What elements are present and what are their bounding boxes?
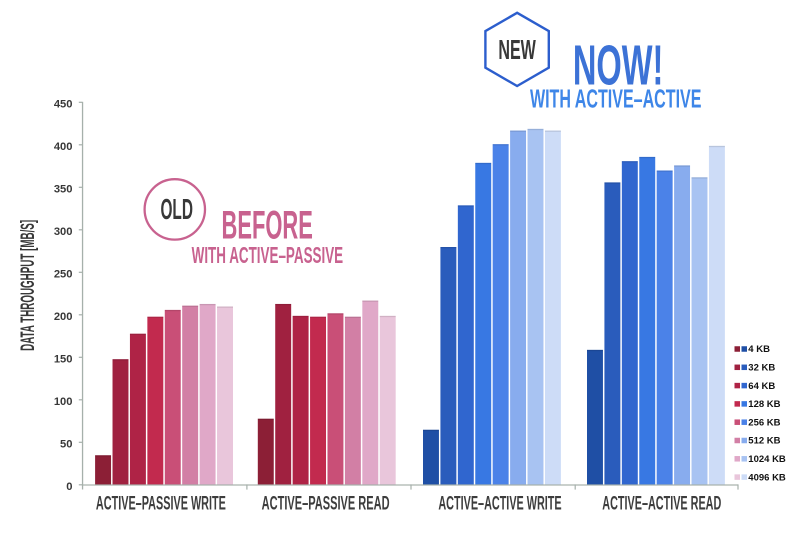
svg-text:1024 KB: 1024 KB	[748, 454, 786, 465]
svg-text:450: 450	[54, 98, 73, 110]
svg-text:400: 400	[54, 141, 73, 153]
svg-text:BEFORE: BEFORE	[222, 203, 313, 247]
svg-text:350: 350	[54, 183, 73, 195]
svg-text:300: 300	[54, 226, 73, 238]
svg-text:NOW!: NOW!	[573, 34, 664, 97]
svg-text:256 KB: 256 KB	[748, 417, 780, 428]
svg-text:OLD: OLD	[160, 194, 193, 226]
svg-text:4 KB: 4 KB	[748, 344, 770, 355]
svg-text:ACTIVE–PASSIVE WRITE: ACTIVE–PASSIVE WRITE	[96, 494, 226, 515]
svg-text:ACTIVE–PASSIVE READ: ACTIVE–PASSIVE READ	[262, 494, 390, 515]
svg-text:50: 50	[60, 438, 72, 450]
svg-text:ACTIVE–ACTIVE WRITE: ACTIVE–ACTIVE WRITE	[438, 494, 561, 515]
svg-text:4096 KB: 4096 KB	[748, 472, 786, 483]
svg-text:WITH ACTIVE–PASSIVE: WITH ACTIVE–PASSIVE	[192, 242, 344, 268]
svg-text:DATA THROUGHPUT [MB/S]: DATA THROUGHPUT [MB/S]	[18, 220, 39, 351]
svg-text:32 KB: 32 KB	[748, 363, 775, 374]
svg-text:100: 100	[54, 396, 73, 408]
svg-text:NEW: NEW	[498, 34, 536, 65]
svg-text:150: 150	[54, 353, 73, 365]
svg-text:128 KB: 128 KB	[748, 399, 780, 410]
svg-text:ACTIVE–ACTIVE READ: ACTIVE–ACTIVE READ	[602, 494, 721, 515]
svg-text:0: 0	[66, 481, 72, 493]
svg-text:250: 250	[54, 268, 73, 280]
svg-text:64 KB: 64 KB	[748, 381, 775, 392]
svg-text:512 KB: 512 KB	[748, 436, 780, 447]
svg-text:200: 200	[54, 311, 73, 323]
svg-text:WITH ACTIVE–ACTIVE: WITH ACTIVE–ACTIVE	[530, 85, 702, 113]
